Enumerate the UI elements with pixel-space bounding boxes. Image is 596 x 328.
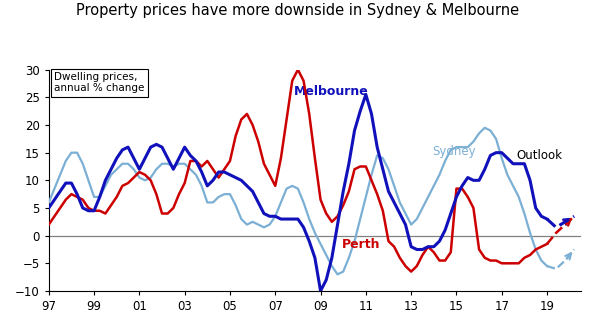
Text: Sydney: Sydney xyxy=(432,145,476,158)
Text: Property prices have more downside in Sydney & Melbourne: Property prices have more downside in Sy… xyxy=(76,3,520,18)
Text: Perth: Perth xyxy=(342,238,380,251)
Text: Dwelling prices,
annual % change: Dwelling prices, annual % change xyxy=(54,72,144,93)
Text: Melbourne: Melbourne xyxy=(294,85,368,98)
Text: Outlook: Outlook xyxy=(516,149,563,162)
